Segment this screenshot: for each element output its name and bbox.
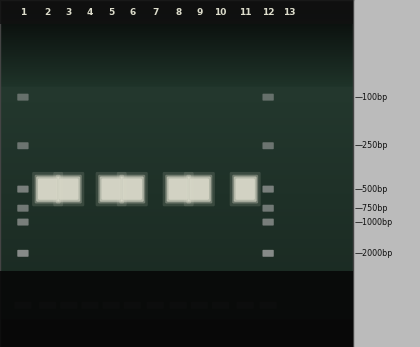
FancyBboxPatch shape [234,176,257,202]
FancyBboxPatch shape [39,302,56,309]
Text: —100bp: —100bp [355,93,388,102]
FancyBboxPatch shape [17,142,29,149]
Text: 4: 4 [87,8,93,17]
FancyBboxPatch shape [35,175,60,203]
Text: 8: 8 [175,8,181,17]
Text: 12: 12 [262,8,274,17]
FancyBboxPatch shape [191,302,208,309]
FancyBboxPatch shape [262,205,274,212]
FancyBboxPatch shape [232,175,258,203]
Bar [0,0,353,24]
Text: 13: 13 [283,8,296,17]
FancyBboxPatch shape [17,250,29,257]
FancyBboxPatch shape [262,94,274,101]
FancyBboxPatch shape [58,176,80,202]
FancyBboxPatch shape [98,175,124,203]
Text: 2: 2 [45,8,51,17]
FancyBboxPatch shape [184,172,215,206]
FancyBboxPatch shape [262,250,274,257]
FancyBboxPatch shape [17,219,29,226]
FancyBboxPatch shape [168,178,188,200]
FancyBboxPatch shape [53,172,84,206]
FancyBboxPatch shape [236,178,255,200]
FancyBboxPatch shape [170,302,186,309]
FancyBboxPatch shape [212,302,229,309]
FancyBboxPatch shape [123,178,142,200]
Text: —250bp: —250bp [355,141,388,150]
FancyBboxPatch shape [237,302,254,309]
Text: 3: 3 [66,8,72,17]
FancyBboxPatch shape [262,142,274,149]
FancyBboxPatch shape [36,176,59,202]
FancyBboxPatch shape [38,178,57,200]
FancyBboxPatch shape [262,186,274,193]
Text: 9: 9 [196,8,202,17]
FancyBboxPatch shape [121,176,144,202]
Text: 11: 11 [239,8,252,17]
Text: —750bp: —750bp [355,204,388,213]
Text: —500bp: —500bp [355,185,388,194]
FancyBboxPatch shape [81,302,98,309]
Bar [0,271,353,347]
FancyBboxPatch shape [124,302,141,309]
FancyBboxPatch shape [60,302,77,309]
FancyBboxPatch shape [17,205,29,212]
Text: —2000bp: —2000bp [355,249,393,258]
FancyBboxPatch shape [186,175,212,203]
FancyBboxPatch shape [32,172,63,206]
FancyBboxPatch shape [17,94,29,101]
FancyBboxPatch shape [165,175,191,203]
Text: 5: 5 [108,8,114,17]
FancyBboxPatch shape [56,175,82,203]
FancyBboxPatch shape [147,302,164,309]
FancyBboxPatch shape [102,178,121,200]
Text: 7: 7 [152,8,158,17]
FancyBboxPatch shape [119,175,145,203]
FancyBboxPatch shape [100,176,123,202]
FancyBboxPatch shape [230,172,261,206]
FancyBboxPatch shape [188,176,211,202]
Text: 10: 10 [214,8,227,17]
FancyBboxPatch shape [59,178,79,200]
Text: 1: 1 [20,8,26,17]
FancyBboxPatch shape [17,186,29,193]
FancyBboxPatch shape [102,302,120,309]
FancyBboxPatch shape [167,176,190,202]
FancyBboxPatch shape [14,302,32,309]
FancyBboxPatch shape [260,302,277,309]
FancyBboxPatch shape [190,178,209,200]
FancyBboxPatch shape [163,172,194,206]
FancyBboxPatch shape [117,172,148,206]
Text: 6: 6 [129,8,135,17]
FancyBboxPatch shape [262,219,274,226]
FancyBboxPatch shape [96,172,126,206]
Text: —1000bp: —1000bp [355,218,393,227]
